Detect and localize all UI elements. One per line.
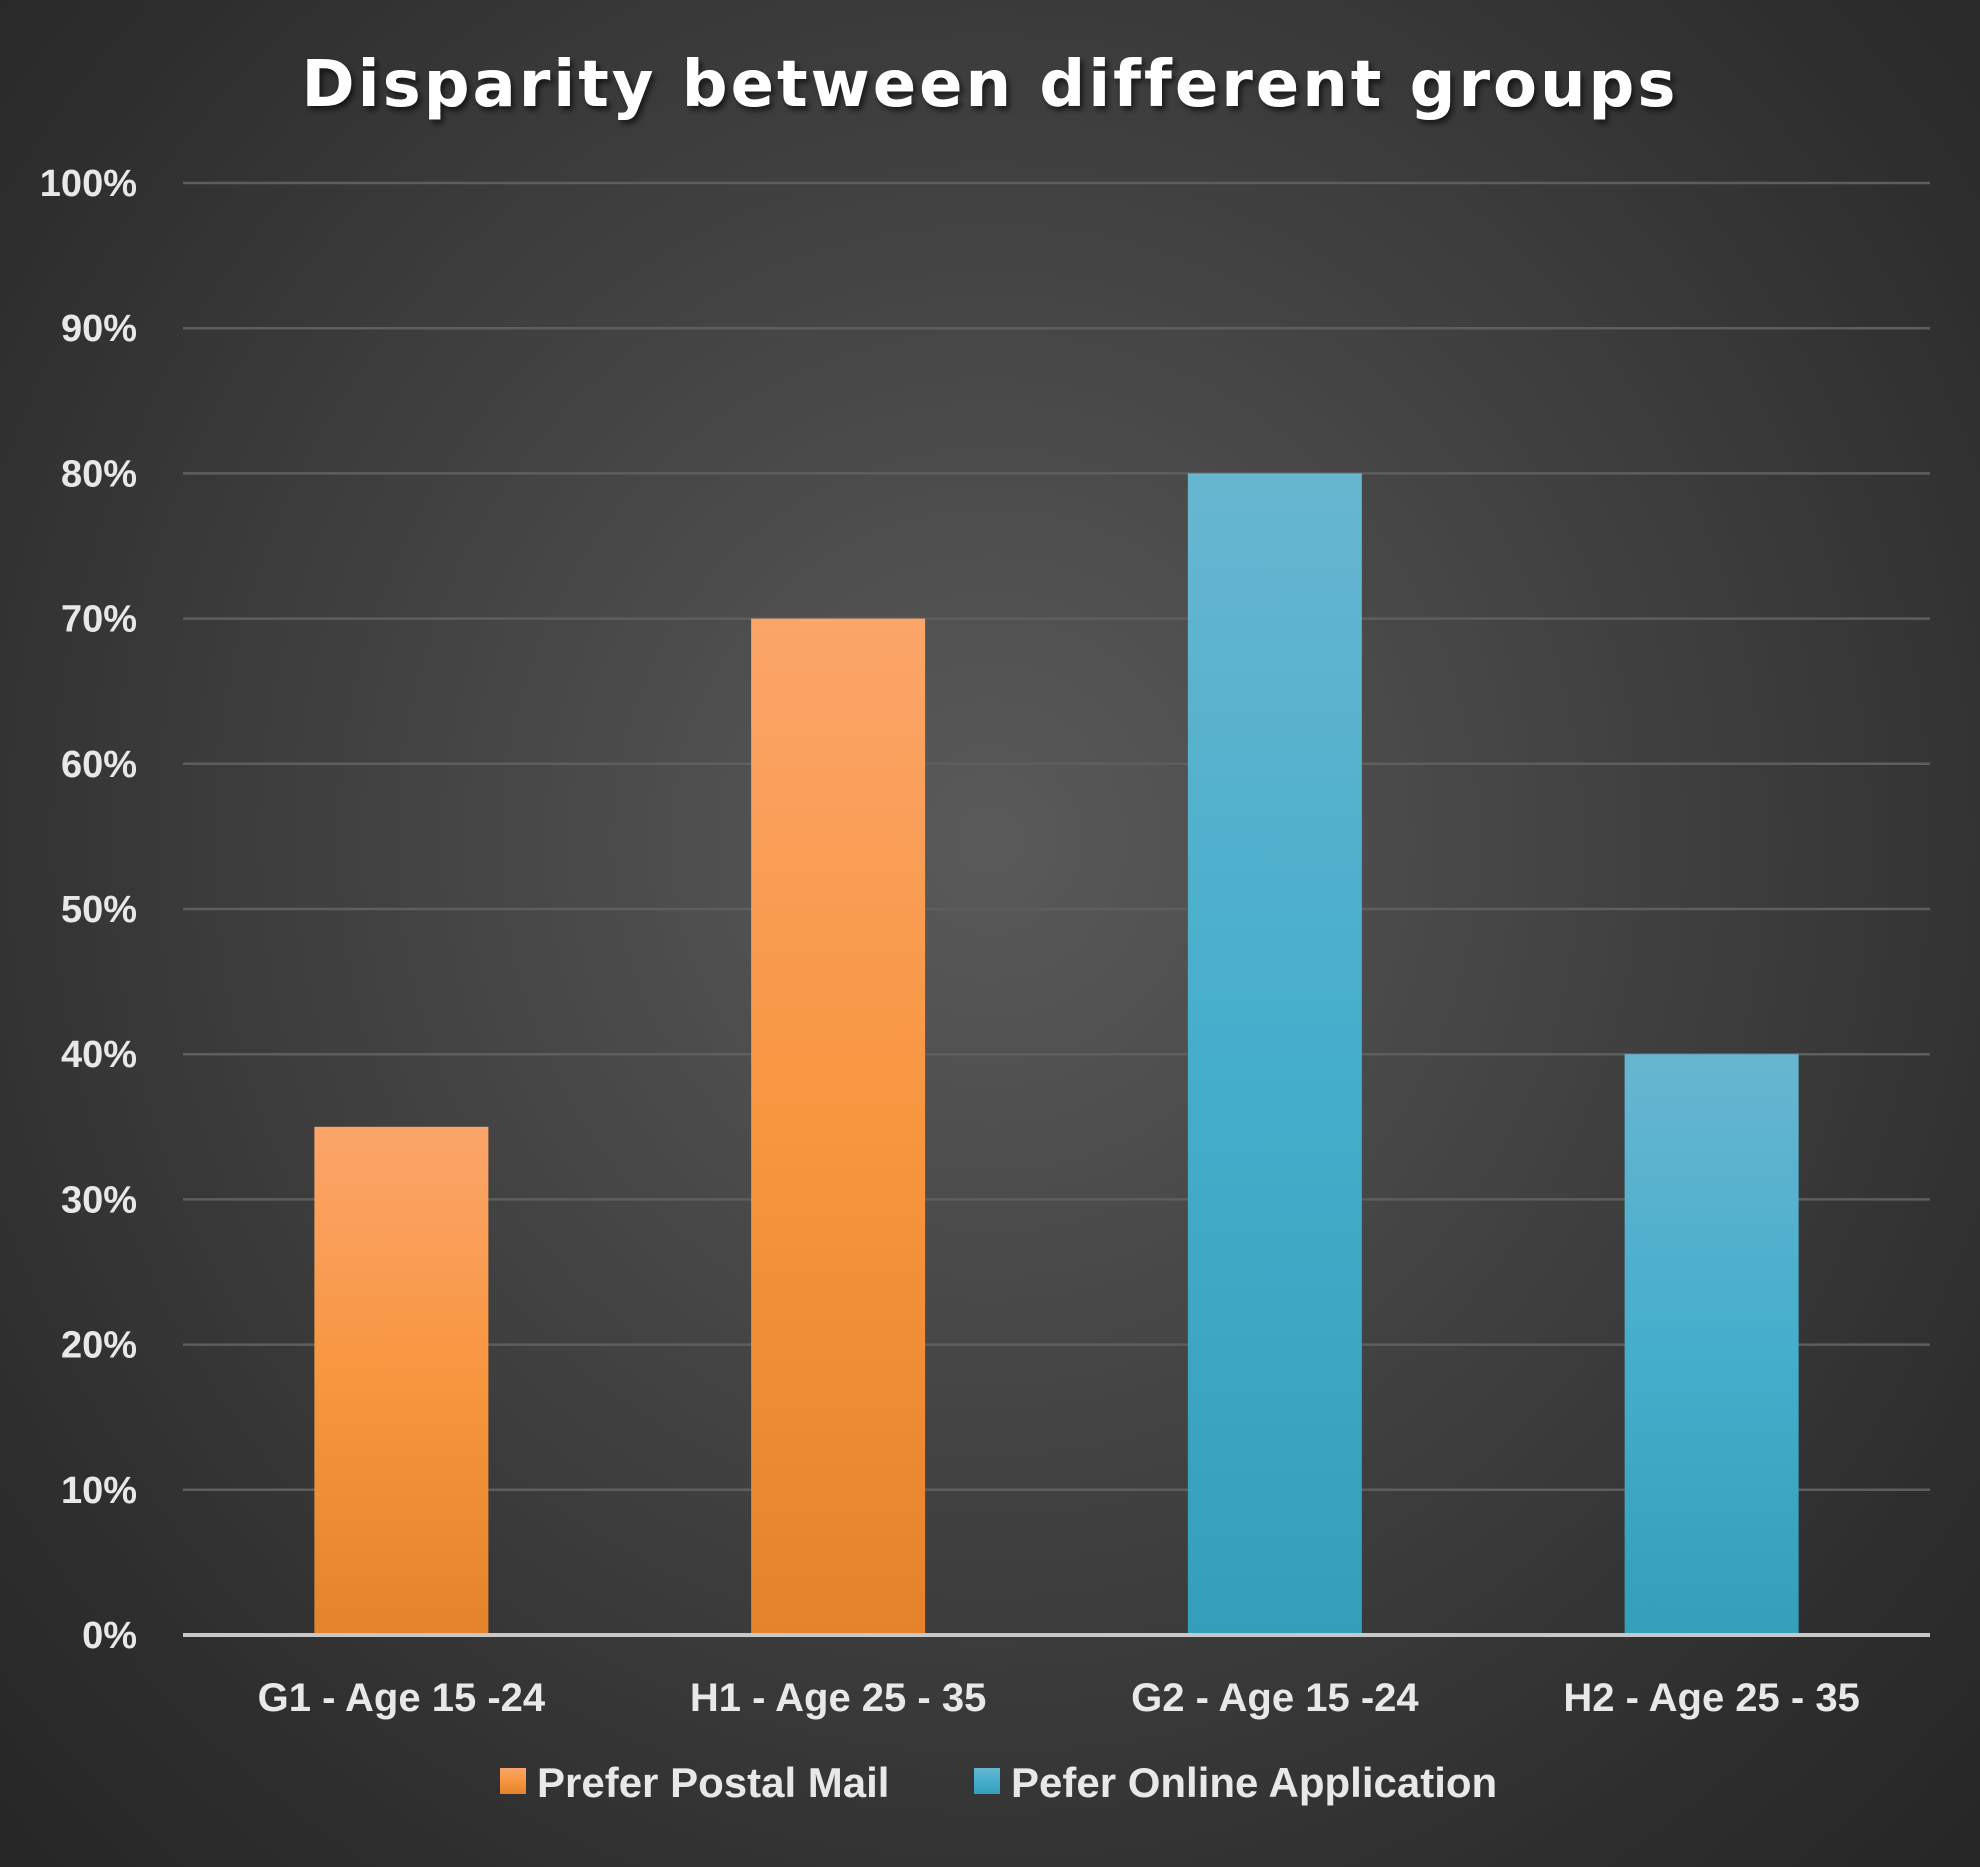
bar-postal-mail — [314, 1126, 489, 1635]
y-tick-label: 60% — [61, 744, 137, 786]
y-axis-tick-labels: 0% 10% 20% 30% 40% 50% 60% 70% 80% 90% 100% — [40, 163, 137, 1657]
x-axis-category-labels: G1 - Age 15 -24 H1 - Age 25 - 35 G2 - Age … — [258, 1676, 1860, 1720]
y-tick-label: 30% — [61, 1179, 137, 1221]
x-category-label: G1 - Age 15 -24 — [258, 1676, 546, 1720]
bar-online-application — [1624, 1054, 1799, 1635]
legend: Prefer Postal Mail Pefer Online Applicati… — [500, 1759, 1497, 1806]
legend-swatch-postal-mail — [500, 1768, 526, 1794]
bars — [314, 473, 1799, 1635]
y-tick-label: 20% — [61, 1325, 137, 1367]
chart-title: Disparity between different groups — [302, 48, 1679, 122]
legend-label-postal-mail: Prefer Postal Mail — [537, 1759, 889, 1806]
y-tick-label: 70% — [61, 599, 137, 641]
bar-postal-mail — [751, 618, 926, 1635]
x-category-label: G2 - Age 15 -24 — [1131, 1676, 1419, 1720]
y-tick-label: 10% — [61, 1470, 137, 1512]
y-tick-label: 100% — [40, 163, 137, 205]
y-tick-label: 90% — [61, 308, 137, 350]
bar-online-application — [1187, 473, 1362, 1635]
x-category-label: H1 - Age 25 - 35 — [690, 1676, 986, 1720]
y-tick-label: 50% — [61, 889, 137, 931]
legend-swatch-online-application — [974, 1768, 1000, 1794]
legend-label-online-application: Pefer Online Application — [1011, 1759, 1497, 1806]
y-tick-label: 40% — [61, 1034, 137, 1076]
x-category-label: H2 - Age 25 - 35 — [1563, 1676, 1859, 1720]
y-tick-label: 80% — [61, 453, 137, 495]
y-tick-label: 0% — [82, 1615, 137, 1657]
